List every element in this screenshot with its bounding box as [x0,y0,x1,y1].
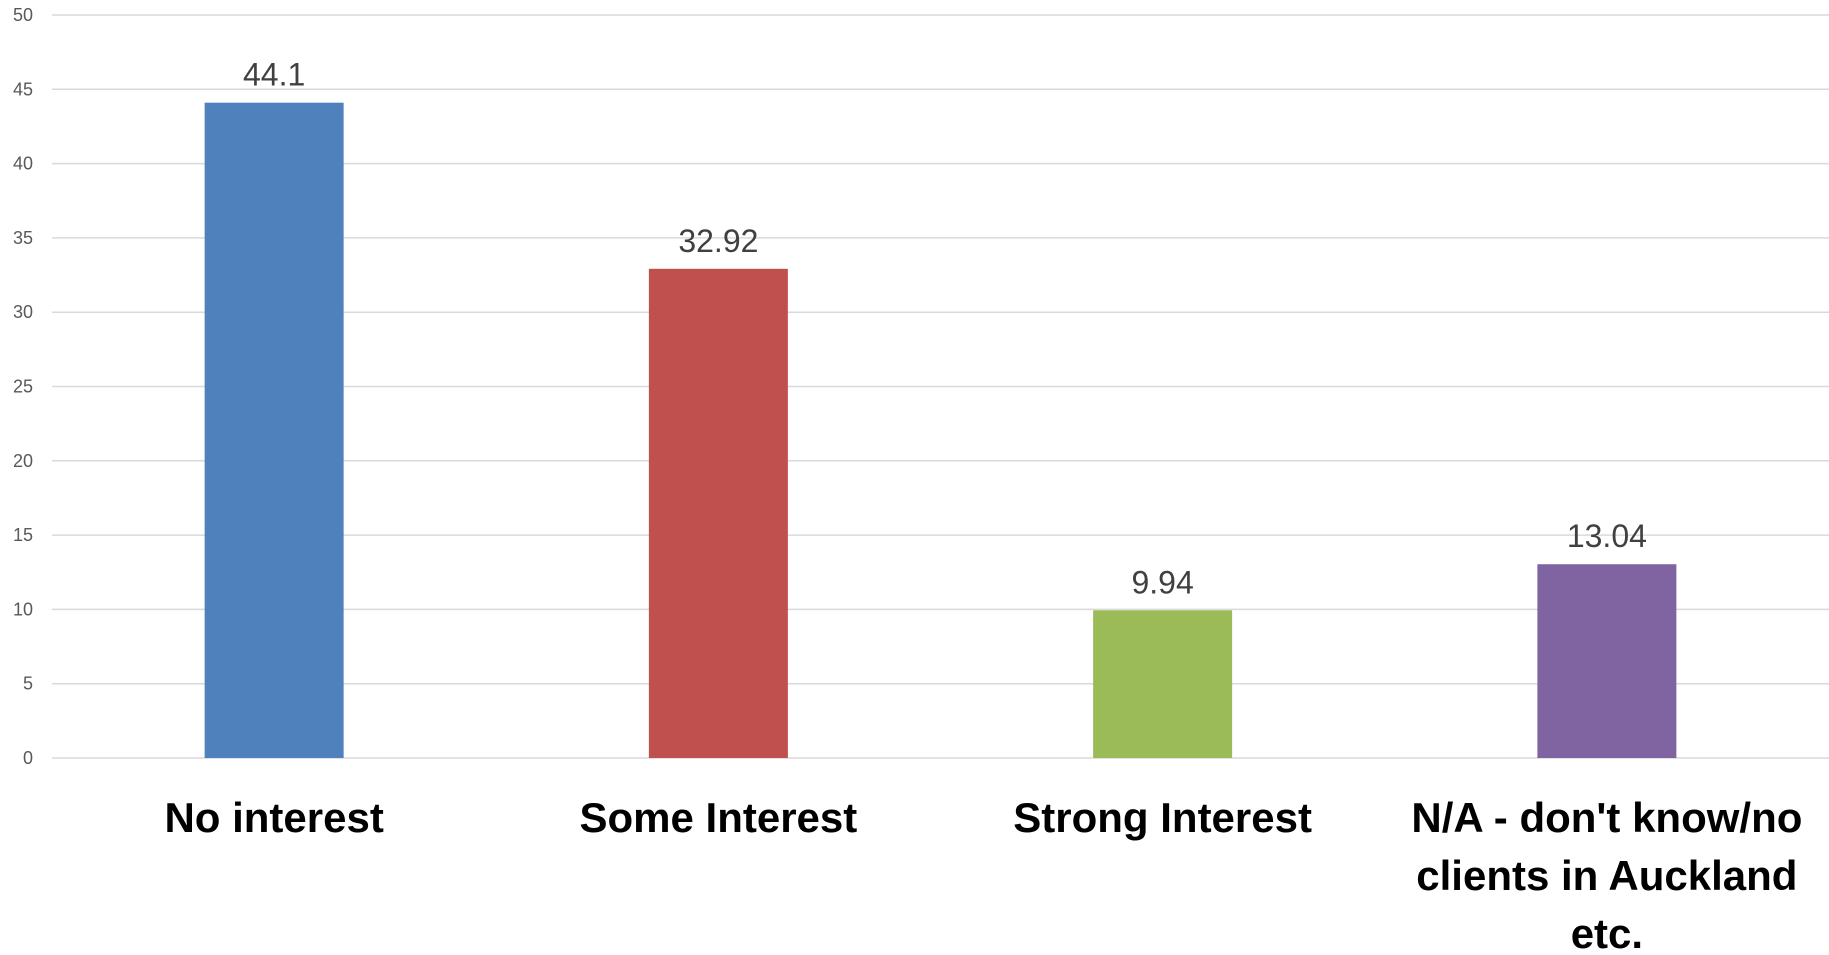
y-tick-label: 50 [13,5,33,25]
y-tick-label: 10 [13,599,33,619]
category-label-line: N/A - don't know/no [1411,794,1802,841]
y-tick-label: 15 [13,525,33,545]
y-gridlines [52,14,1829,759]
bar [1093,610,1233,758]
category-label-line: Strong Interest [1013,794,1312,841]
category-label: N/A - don't know/no clients in Auckland et… [1411,794,1802,955]
y-tick-label: 20 [13,451,33,471]
y-tick-label: 45 [13,79,33,99]
bar [1537,564,1677,758]
category-label-line: clients in Auckland [1416,852,1797,899]
category-label-line: No interest [164,794,383,841]
bars [204,102,1677,758]
x-axis-category-labels: No interest Some Interest Strong Interest N… [164,794,1802,955]
data-label: 32.92 [678,223,758,259]
y-tick-label: 0 [23,748,33,768]
bar [204,102,344,758]
data-label: 9.94 [1131,564,1193,600]
y-tick-label: 35 [13,228,33,248]
y-tick-label: 5 [23,674,33,694]
category-label-line: Some Interest [579,794,857,841]
y-tick-label: 25 [13,377,33,397]
y-tick-label: 40 [13,154,33,174]
data-label: 44.1 [243,57,305,93]
data-label: 13.04 [1567,518,1647,554]
category-label: Strong Interest [1013,794,1312,841]
category-label: No interest [164,794,383,841]
bar [648,268,788,758]
y-tick-label: 30 [13,302,33,322]
category-label: Some Interest [579,794,857,841]
category-label-line: etc. [1571,910,1643,955]
data-labels: 44.1 32.92 9.94 13.04 [243,57,1647,601]
y-axis-tick-labels: 0 5 10 15 20 25 30 35 40 45 50 [13,5,33,768]
